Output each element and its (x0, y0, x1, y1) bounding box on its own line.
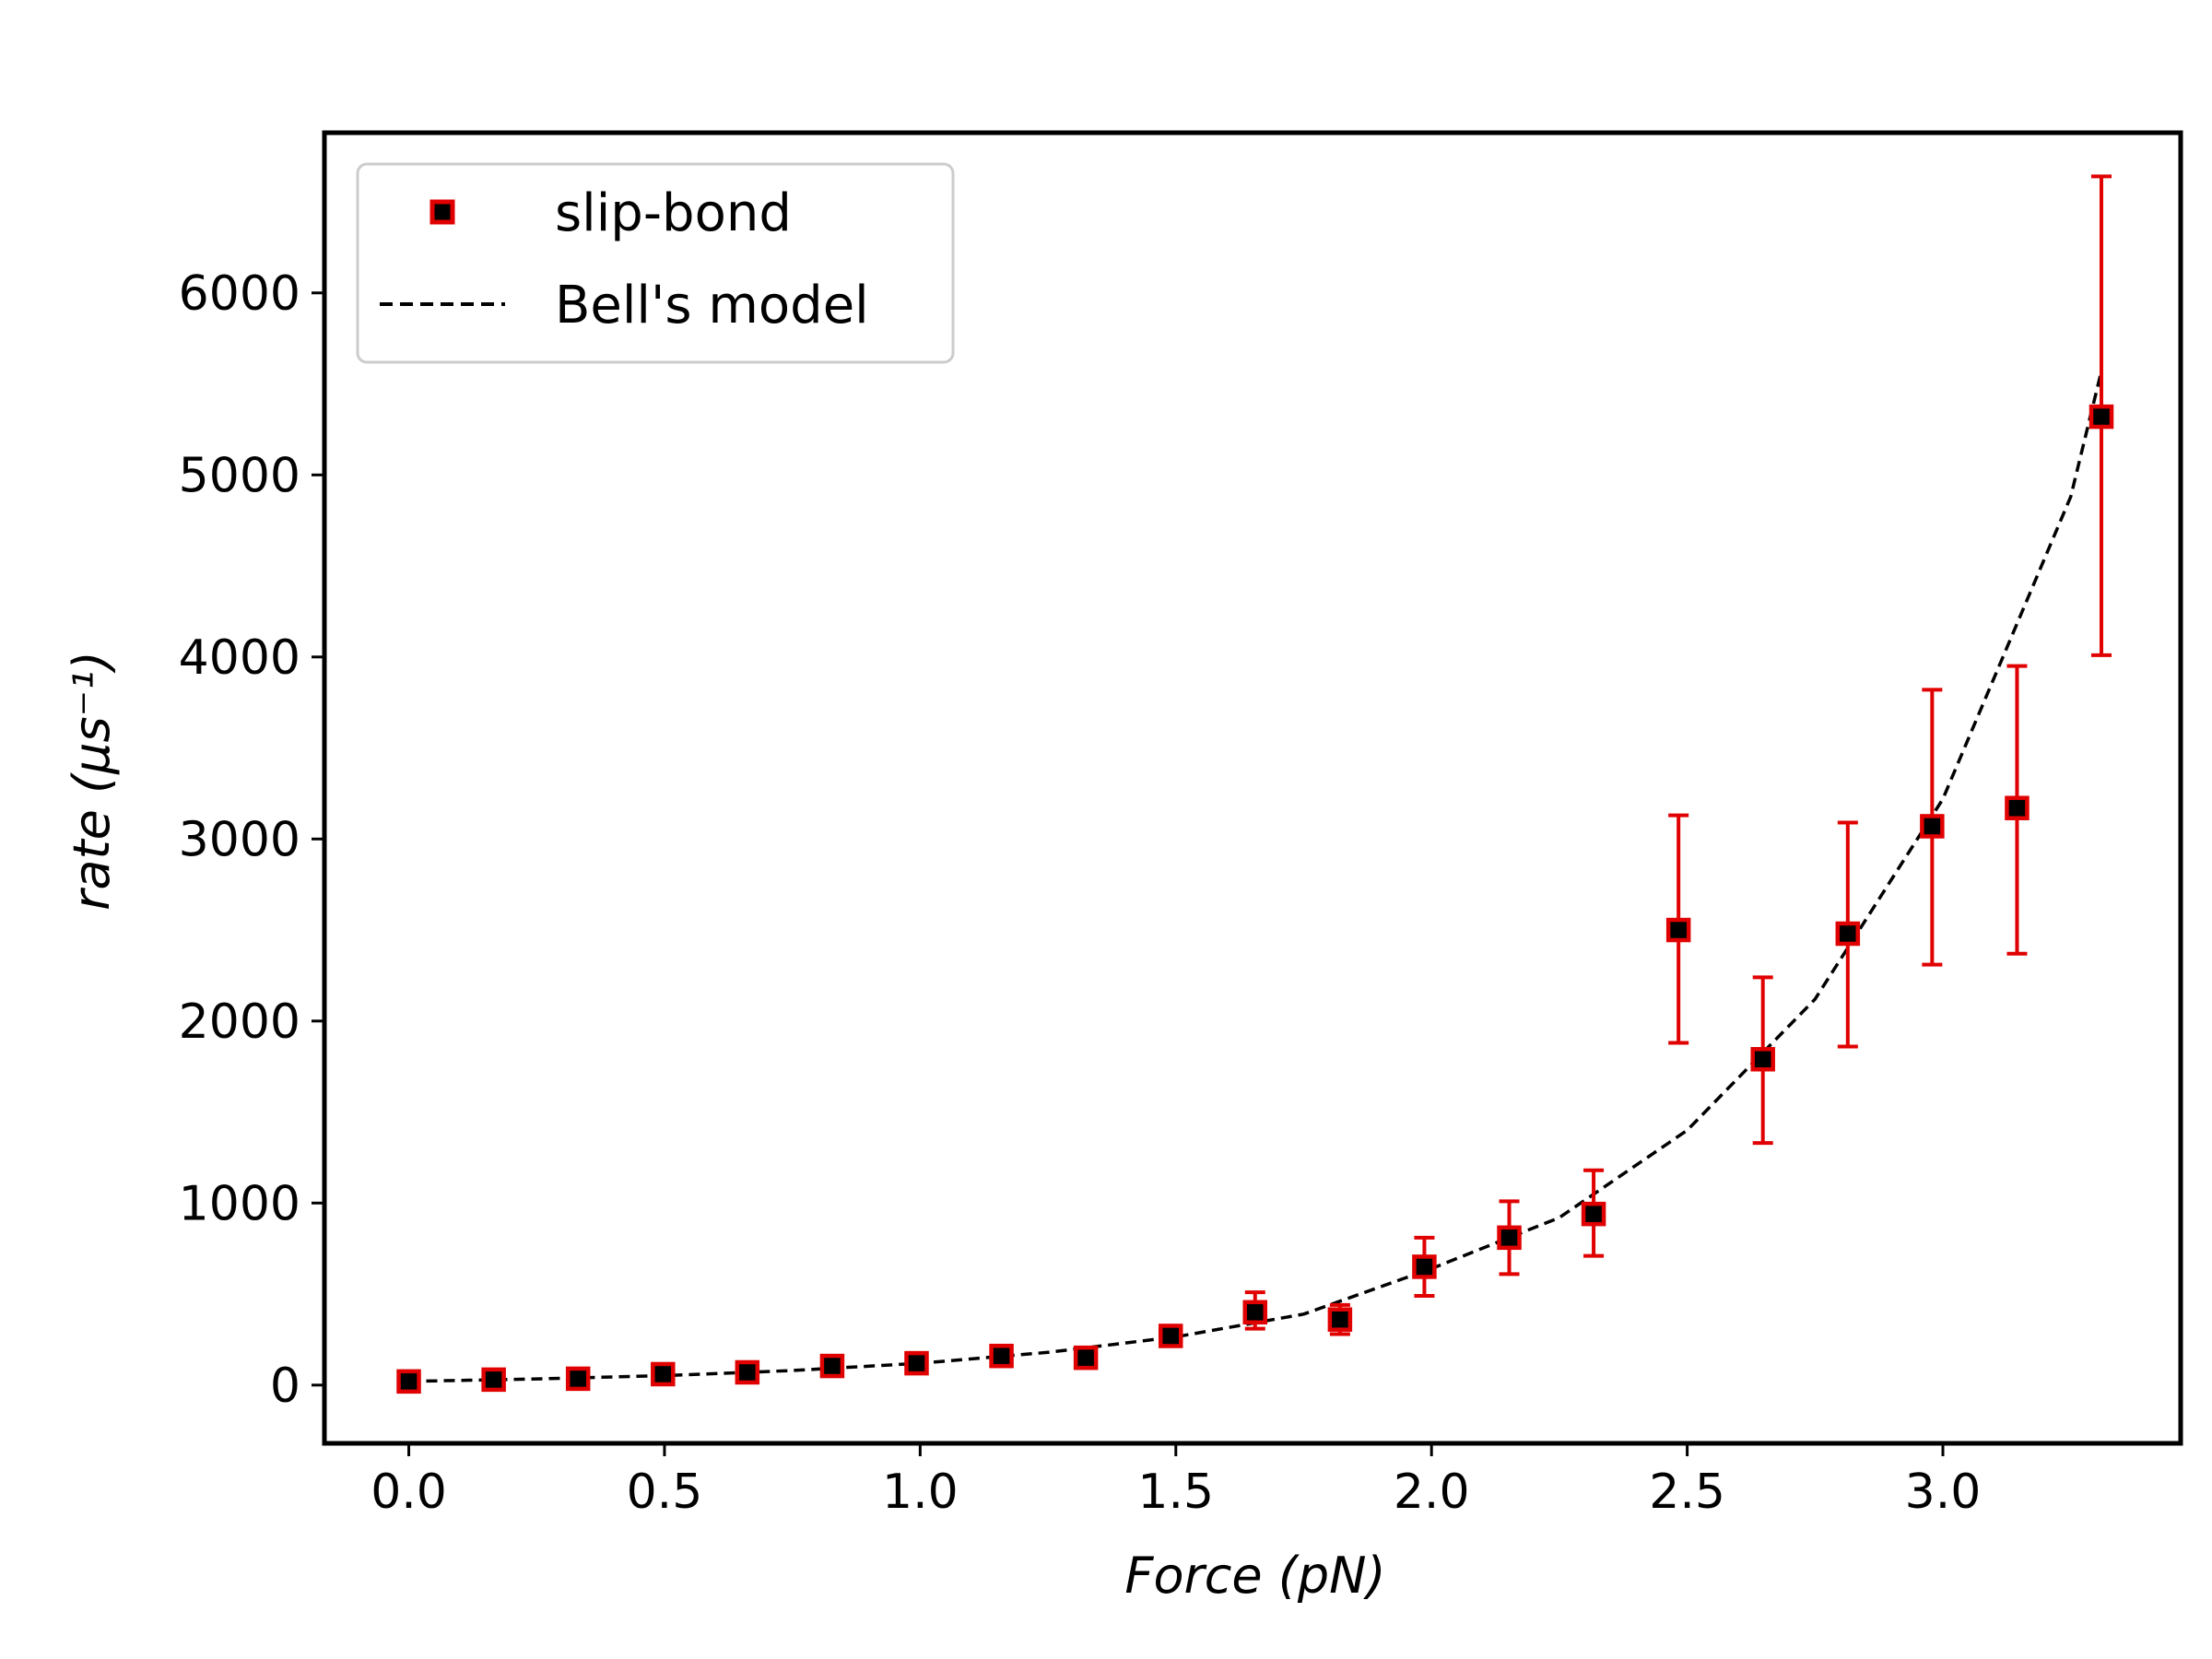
plot-area (396, 174, 2114, 1394)
y-tick-label: 1000 (179, 1176, 300, 1231)
x-tick-label: 2.0 (1394, 1465, 1470, 1520)
data-point-slip-bond (1158, 1324, 1183, 1348)
data-point-slip-bond (819, 1353, 845, 1379)
data-point-slip-bond (989, 1343, 1014, 1369)
marker-slip-bond (1835, 921, 1861, 947)
x-tick-label: 3.0 (1905, 1465, 1982, 1520)
marker-slip-bond (1327, 1307, 1353, 1332)
data-point-slip-bond (1073, 1345, 1099, 1371)
marker-slip-bond (1242, 1300, 1268, 1325)
marker-slip-bond (1158, 1324, 1183, 1348)
marker-slip-bond (1665, 917, 1691, 943)
marker-slip-bond (1497, 1225, 1522, 1251)
x-tick-label: 1.0 (882, 1465, 959, 1520)
marker-slip-bond (2088, 404, 2114, 429)
legend: slip-bond Bell's model (356, 162, 955, 364)
marker-slip-bond (2005, 795, 2030, 820)
marker-slip-bond (396, 1369, 421, 1394)
marker-slip-bond (1750, 1047, 1775, 1072)
data-point-slip-bond (1327, 1302, 1353, 1336)
data-point-slip-bond (651, 1361, 676, 1387)
data-point-slip-bond (904, 1350, 929, 1376)
data-point-slip-bond (2005, 664, 2030, 956)
legend-label-bells-model: Bell's model (555, 276, 869, 335)
marker-slip-bond (735, 1359, 760, 1385)
x-tick-label: 0.5 (627, 1465, 703, 1520)
x-axis-label: Force (pN) (1124, 1547, 1385, 1605)
y-tick-label: 6000 (179, 266, 300, 322)
marker-slip-bond (565, 1366, 591, 1392)
data-point-slip-bond (1581, 1168, 1606, 1258)
data-point-slip-bond (481, 1367, 506, 1393)
data-point-slip-bond (1750, 975, 1775, 1146)
legend-label-slip-bond: slip-bond (555, 183, 792, 243)
marker-slip-bond (651, 1361, 676, 1387)
data-point-slip-bond (1920, 688, 1945, 967)
y-tick-label: 0 (270, 1359, 300, 1414)
legend-marker-slip-bond (429, 199, 455, 225)
y-tick-label: 5000 (179, 448, 300, 503)
axes-frame (322, 130, 2183, 1446)
y-axis-label: rate (μs⁻¹) (63, 651, 121, 911)
legend-box (356, 162, 955, 364)
data-point-slip-bond (1242, 1290, 1268, 1331)
marker-slip-bond (1920, 814, 1945, 839)
axes: 0.0 0.5 1.0 1.5 2.0 2.5 3.0 0 1000 2000 3000 4000 50… (179, 130, 2183, 1520)
marker-slip-bond (819, 1353, 845, 1379)
data-point-slip-bond (1835, 820, 1861, 1049)
x-tick-label: 2.5 (1649, 1465, 1725, 1520)
y-tick-label: 2000 (179, 994, 300, 1050)
data-point-slip-bond (1412, 1235, 1437, 1299)
data-point-slip-bond (1497, 1199, 1522, 1277)
marker-slip-bond (1412, 1254, 1437, 1279)
marker-slip-bond (989, 1343, 1014, 1369)
marker-slip-bond (904, 1350, 929, 1376)
y-tick-label: 3000 (179, 812, 300, 867)
marker-slip-bond (1073, 1345, 1099, 1371)
x-tick-label: 1.5 (1137, 1465, 1214, 1520)
data-point-slip-bond (565, 1366, 591, 1392)
data-point-slip-bond (1665, 813, 1691, 1045)
data-point-slip-bond (396, 1369, 421, 1394)
data-point-slip-bond (2088, 174, 2114, 657)
x-tick-label: 0.0 (371, 1465, 447, 1520)
y-tick-label: 4000 (179, 630, 300, 686)
data-point-slip-bond (735, 1359, 760, 1385)
bells-model-line (408, 371, 2103, 1383)
marker-slip-bond (481, 1367, 506, 1393)
marker-slip-bond (1581, 1201, 1606, 1227)
